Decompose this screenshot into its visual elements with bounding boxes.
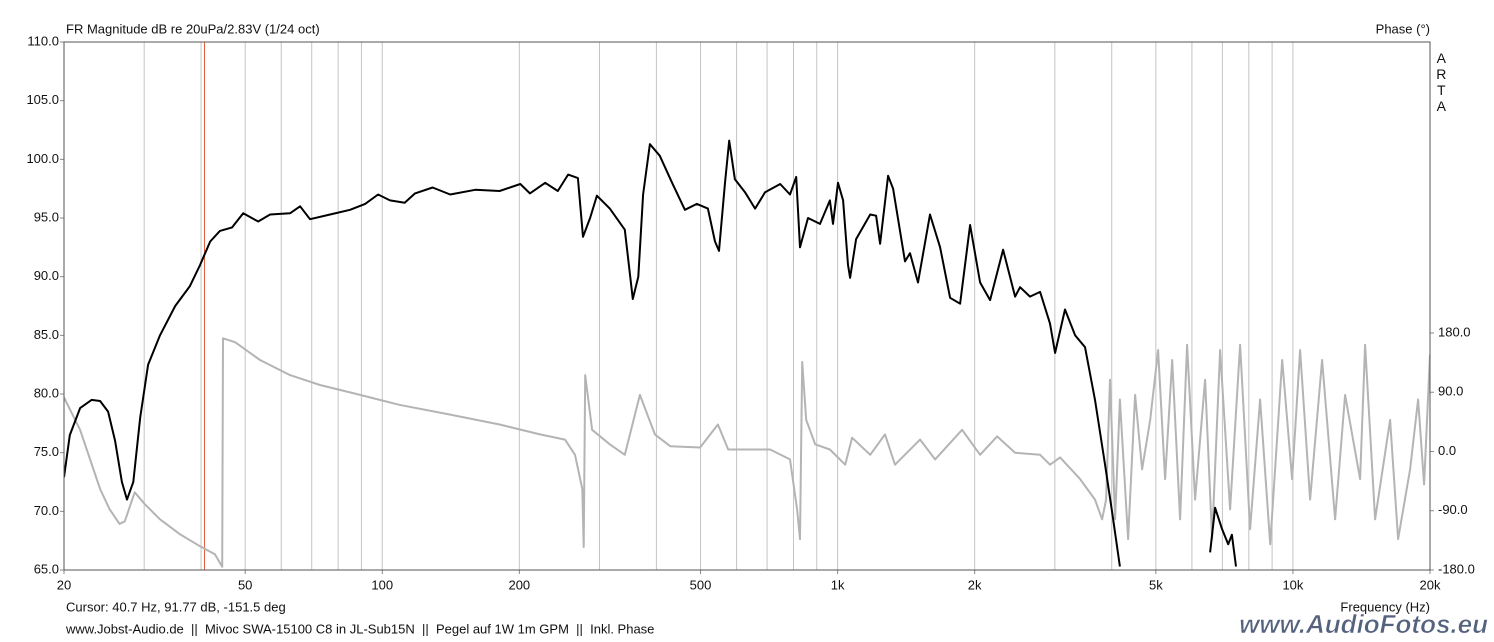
- y-tick-label: 75.0: [34, 444, 59, 459]
- y-tick-label: 70.0: [34, 503, 59, 518]
- x-tick-label: 20k: [1420, 577, 1441, 592]
- cursor-readout: Cursor: 40.7 Hz, 91.77 dB, -151.5 deg: [66, 599, 286, 614]
- chart-title: FR Magnitude dB re 20uPa/2.83V (1/24 oct…: [66, 21, 320, 36]
- plot-frame: [63, 41, 1431, 571]
- y-tick-label: 95.0: [34, 209, 59, 224]
- watermark: www.AudioFotos.eu: [1239, 609, 1488, 639]
- y2-axis-title: Phase (°): [1376, 21, 1430, 36]
- y-tick-label: 85.0: [34, 327, 59, 342]
- footer: www.Jobst-Audio.de || Mivoc SWA-15100 C8…: [65, 621, 654, 636]
- y2-tick-label: -90.0: [1438, 502, 1468, 517]
- x-axis-title: Frequency (Hz): [1340, 599, 1430, 614]
- y-tick-label: 65.0: [34, 561, 59, 576]
- y2-tick-label: -180.0: [1438, 561, 1475, 576]
- x-tick-label: 2k: [968, 577, 982, 592]
- x-tick-label: 500: [690, 577, 712, 592]
- y2-tick-label: 180.0: [1438, 324, 1471, 339]
- x-tick-label: 200: [508, 577, 530, 592]
- x-tick-label: 10k: [1282, 577, 1303, 592]
- series-line: [64, 337, 1430, 568]
- y-tick-label: 105.0: [26, 92, 59, 107]
- x-tick-label: 1k: [831, 577, 845, 592]
- x-tick-label: 100: [371, 577, 393, 592]
- y-tick-label: 110.0: [27, 33, 59, 48]
- x-tick-label: 5k: [1149, 577, 1163, 592]
- y-tick-label: 80.0: [34, 385, 59, 400]
- x-tick-label: 20: [57, 577, 71, 592]
- y-tick-label: 100.0: [26, 151, 59, 166]
- x-tick-label: 50: [238, 577, 252, 592]
- series-line: [64, 139, 1237, 567]
- plot-area: [64, 139, 1430, 568]
- brand: ARTA: [1433, 50, 1449, 114]
- y2-tick-label: 90.0: [1438, 384, 1463, 399]
- y-tick-label: 90.0: [34, 268, 59, 283]
- y2-tick-label: 0.0: [1438, 443, 1456, 458]
